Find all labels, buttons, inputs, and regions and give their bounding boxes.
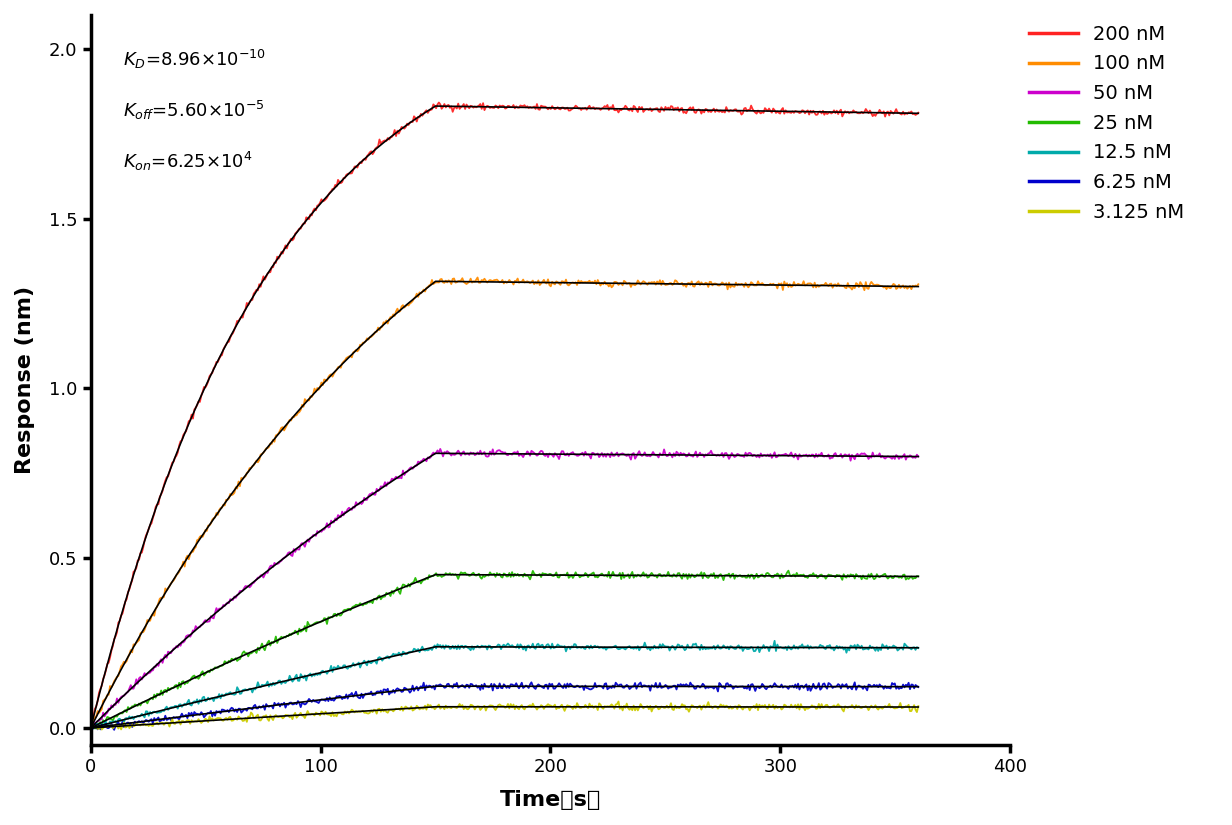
Text: $K_{off}$=5.60×10$^{-5}$: $K_{off}$=5.60×10$^{-5}$: [123, 99, 265, 122]
Legend: 200 nM, 100 nM, 50 nM, 25 nM, 12.5 nM, 6.25 nM, 3.125 nM: 200 nM, 100 nM, 50 nM, 25 nM, 12.5 nM, 6…: [1029, 25, 1184, 222]
Text: $K_{on}$=6.25×10$^4$: $K_{on}$=6.25×10$^4$: [123, 150, 253, 173]
Y-axis label: Response (nm): Response (nm): [15, 286, 34, 474]
Text: $K_D$=8.96×10$^{-10}$: $K_D$=8.96×10$^{-10}$: [123, 48, 266, 71]
X-axis label: Time（s）: Time（s）: [500, 790, 601, 810]
